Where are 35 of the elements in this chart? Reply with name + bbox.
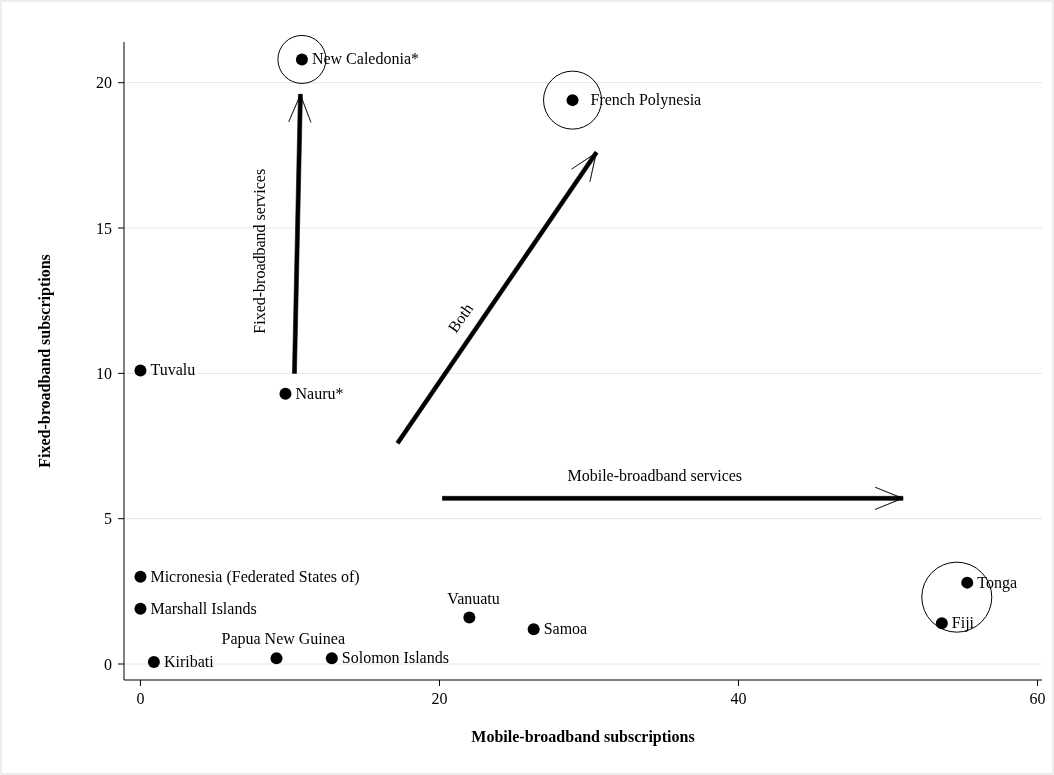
point: [325, 652, 338, 665]
x-tick-label: 60: [1029, 690, 1046, 707]
point: [279, 387, 292, 400]
point: [147, 655, 160, 668]
annotation: Marshall Islands: [150, 599, 257, 617]
annotation: Vanuatu: [447, 589, 500, 607]
point: [134, 602, 147, 615]
annotation: Fixed-broadband services: [250, 168, 268, 334]
annotation: Nauru*: [295, 384, 344, 402]
annotation: Micronesia (Federated States of): [150, 567, 360, 586]
point: [134, 364, 147, 377]
y-tick-label: 10: [96, 364, 112, 382]
y-tick-label: 20: [96, 74, 112, 92]
y-tick-label: 15: [96, 219, 112, 237]
annotation: Mobile-broadband services: [567, 466, 743, 484]
x-axis-title: Mobile-broadband subscriptions: [471, 728, 695, 746]
y-axis-title: Fixed-broadband subscriptions: [36, 254, 54, 468]
annotation: Kiribati: [163, 652, 215, 670]
x-tick-label: 40: [730, 690, 747, 707]
y-tick-label: 0: [104, 655, 112, 673]
point: [527, 623, 540, 636]
annotation: Solomon Islands: [341, 649, 449, 667]
annotation: New Caledonia*: [311, 50, 419, 68]
annotation: Fiji: [951, 614, 975, 633]
point: [463, 611, 476, 624]
annotation: Samoa: [543, 620, 588, 638]
annotation: Tuvalu: [150, 361, 196, 379]
point: [961, 576, 974, 589]
x-tick-label: 20: [431, 690, 448, 707]
x-tick-label: 0: [136, 690, 145, 707]
y-tick-label: 5: [104, 510, 112, 528]
annotation: Tonga: [977, 573, 1018, 592]
annotation: Papua New Guinea: [221, 630, 346, 649]
point: [270, 652, 283, 665]
point: [134, 570, 147, 583]
